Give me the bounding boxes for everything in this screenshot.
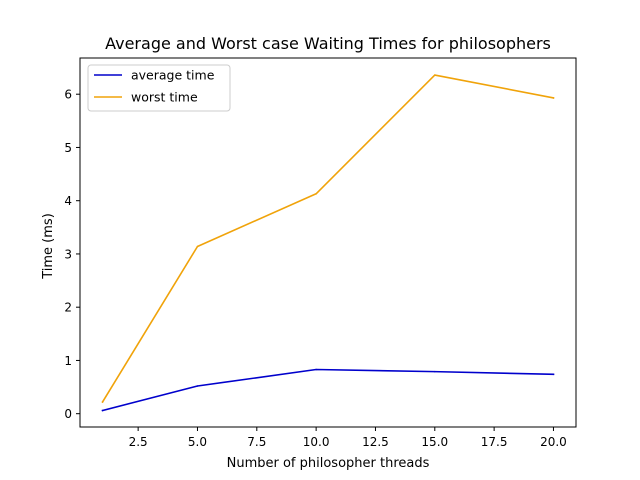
data-point-0-3	[433, 370, 436, 373]
x-tick-label-0: 2.5	[129, 435, 148, 449]
data-point-1-2	[315, 192, 317, 195]
y-axis-label: Time (ms)	[41, 213, 56, 280]
y-tick-label-6: 6	[64, 88, 72, 102]
x-tick-label-4: 12.5	[362, 435, 389, 449]
data-point-0-0	[101, 409, 104, 412]
x-tick-label-6: 17.5	[481, 435, 508, 449]
y-tick-label-3: 3	[64, 247, 72, 261]
y-tick-label-2: 2	[64, 301, 72, 315]
x-tick-label-7: 20.0	[540, 435, 567, 449]
legend-label-1: worst time	[131, 90, 198, 105]
data-point-1-4	[552, 97, 555, 99]
data-point-1-3	[433, 74, 436, 76]
y-tick-label-4: 4	[64, 194, 72, 208]
legend: average time worst time	[87, 64, 231, 112]
data-point-0-1	[196, 385, 199, 387]
plot-area: 2.5 5.0 7.5 10.0 12.5 15.0 17.5 20.0 0 1 2 3 4 5 6	[64, 57, 577, 449]
legend-label-0: average time	[131, 68, 215, 83]
y-tick-label-1: 1	[64, 354, 72, 368]
x-tick-label-3: 10.0	[303, 435, 330, 449]
data-point-1-0	[101, 401, 104, 403]
x-tick-label-5: 15.0	[421, 435, 448, 449]
x-axis-label: Number of philosopher threads	[227, 456, 430, 471]
data-point-0-2	[315, 368, 317, 371]
chart-title: Average and Worst case Waiting Times for…	[105, 34, 551, 53]
data-point-0-4	[552, 373, 555, 376]
axes-frame	[79, 57, 577, 428]
x-tick-label-2: 7.5	[247, 435, 266, 449]
data-point-1-1	[196, 245, 199, 248]
y-tick-label-0: 0	[64, 407, 72, 421]
x-tick-label-1: 5.0	[188, 435, 207, 449]
legend-box	[87, 64, 231, 112]
y-tick-label-5: 5	[64, 141, 72, 155]
